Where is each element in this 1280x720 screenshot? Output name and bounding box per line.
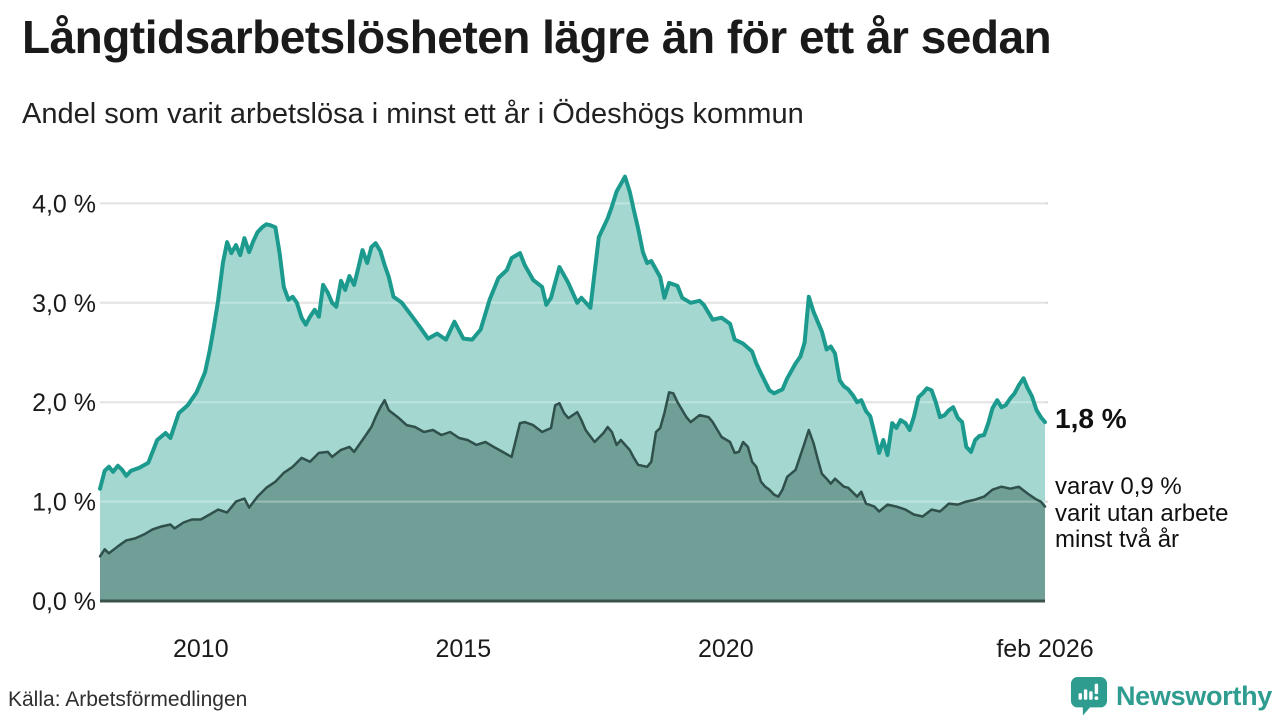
secondary-value-line3: minst två år	[1055, 526, 1180, 553]
latest-value-label: 1,8 %	[1055, 403, 1127, 434]
y-axis-tick-label: 2,0 %	[32, 389, 96, 417]
x-axis-tick-label: 2010	[173, 635, 229, 663]
secondary-value-line1: varav 0,9 %	[1055, 473, 1182, 500]
x-axis-tick-label: 2020	[698, 635, 754, 663]
y-axis-tick-label: 4,0 %	[32, 190, 96, 218]
area-series-min-two-years	[100, 392, 1045, 601]
newsworthy-logo: Newsworthy	[1070, 676, 1272, 716]
newsworthy-logo-text: Newsworthy	[1115, 680, 1272, 711]
source-note: Källa: Arbetsförmedlingen	[8, 688, 248, 711]
line-series-min-two-years	[98, 391, 1047, 558]
x-axis-tick-label: 2015	[435, 635, 491, 663]
y-axis-tick-label: 1,0 %	[32, 489, 96, 517]
newsworthy-logo-icon	[1070, 677, 1108, 716]
x-axis-tick-label: feb 2026	[996, 635, 1093, 663]
y-axis-tick-label: 3,0 %	[32, 290, 96, 318]
secondary-value-label: varav 0,9 % varit utan arbete minst två …	[1055, 473, 1229, 554]
page-title: Långtidsarbetslösheten lägre än för ett …	[22, 11, 1052, 63]
y-axis-tick-label: 0,0 %	[32, 588, 96, 616]
page-subtitle: Andel som varit arbetslösa i minst ett å…	[22, 98, 804, 130]
line-series-min-one-year	[98, 174, 1047, 491]
secondary-value-line2: varit utan arbete	[1055, 499, 1229, 527]
